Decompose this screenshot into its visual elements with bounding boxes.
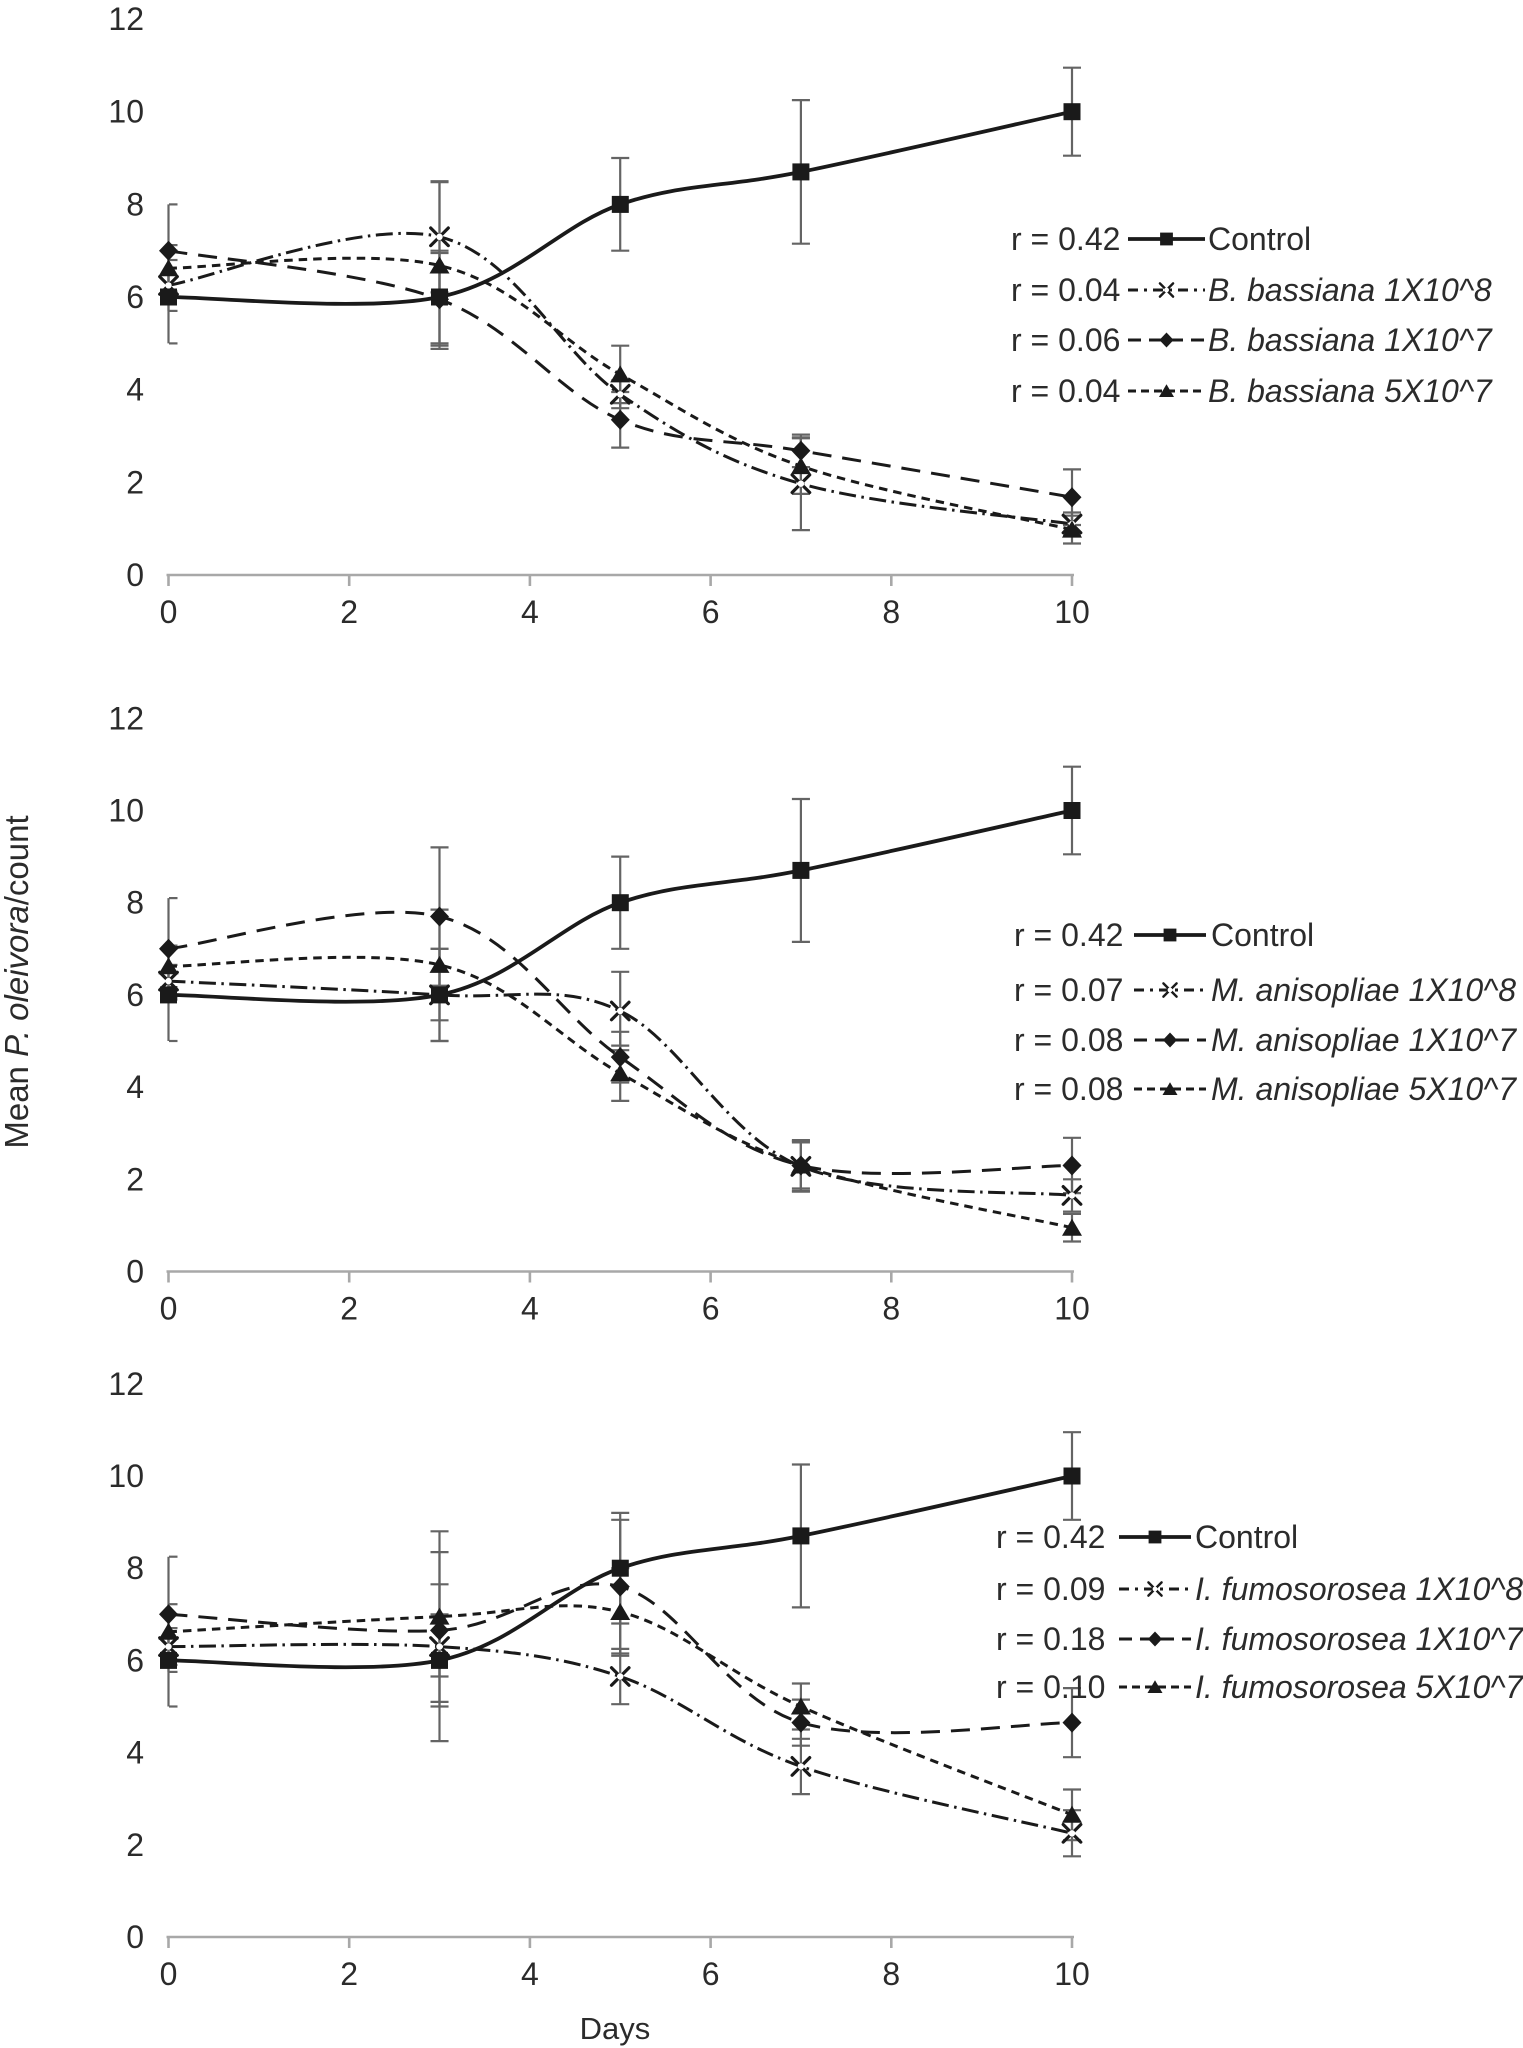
svg-text:8: 8 <box>882 594 900 630</box>
svg-text:12: 12 <box>108 700 144 736</box>
svg-text:2: 2 <box>126 1161 144 1197</box>
svg-text:2: 2 <box>126 464 144 500</box>
svg-text:10: 10 <box>1054 1956 1090 1992</box>
svg-text:r = 0.08: r = 0.08 <box>1014 1022 1123 1058</box>
svg-text:I. fumosorosea 1X10^8: I. fumosorosea 1X10^8 <box>1195 1571 1523 1607</box>
svg-text:10: 10 <box>1054 594 1090 630</box>
svg-text:2: 2 <box>340 594 358 630</box>
svg-text:r = 0.42: r = 0.42 <box>1011 221 1120 257</box>
svg-text:0: 0 <box>160 594 178 630</box>
svg-text:B. bassiana 5X10^7: B. bassiana 5X10^7 <box>1208 373 1493 409</box>
svg-text:Control: Control <box>1195 1519 1298 1555</box>
svg-text:4: 4 <box>126 372 144 408</box>
svg-text:10: 10 <box>108 94 144 130</box>
svg-text:B. bassiana 1X10^8: B. bassiana 1X10^8 <box>1208 272 1492 308</box>
svg-text:r = 0.42: r = 0.42 <box>1014 917 1123 953</box>
svg-text:r = 0.06: r = 0.06 <box>1011 322 1120 358</box>
svg-text:4: 4 <box>126 1735 144 1771</box>
svg-text:8: 8 <box>882 1291 900 1327</box>
svg-text:r = 0.42: r = 0.42 <box>996 1519 1105 1555</box>
svg-text:6: 6 <box>126 279 144 315</box>
svg-text:6: 6 <box>702 594 720 630</box>
svg-text:2: 2 <box>340 1956 358 1992</box>
svg-text:10: 10 <box>108 793 144 829</box>
svg-text:r = 0.04: r = 0.04 <box>1011 272 1120 308</box>
svg-text:12: 12 <box>108 1 144 37</box>
svg-text:6: 6 <box>702 1291 720 1327</box>
svg-text:M. anisopliae 1X10^7: M. anisopliae 1X10^7 <box>1211 1022 1517 1058</box>
svg-text:8: 8 <box>126 885 144 921</box>
svg-text:r = 0.18: r = 0.18 <box>996 1621 1105 1657</box>
svg-text:r = 0.10: r = 0.10 <box>996 1669 1105 1705</box>
svg-text:0: 0 <box>160 1291 178 1327</box>
svg-text:Control: Control <box>1211 917 1314 953</box>
svg-text:4: 4 <box>521 1291 539 1327</box>
svg-text:Mean P. oleivora/count: Mean P. oleivora/count <box>0 815 35 1148</box>
svg-text:0: 0 <box>126 557 144 593</box>
svg-text:6: 6 <box>702 1956 720 1992</box>
svg-text:Control: Control <box>1208 221 1311 257</box>
svg-text:Days: Days <box>580 2011 651 2046</box>
svg-text:r = 0.08: r = 0.08 <box>1014 1071 1123 1107</box>
svg-text:12: 12 <box>108 1366 144 1402</box>
svg-text:r = 0.09: r = 0.09 <box>996 1571 1105 1607</box>
svg-text:B. bassiana 1X10^7: B. bassiana 1X10^7 <box>1208 322 1493 358</box>
svg-text:4: 4 <box>521 594 539 630</box>
svg-text:6: 6 <box>126 977 144 1013</box>
svg-text:8: 8 <box>882 1956 900 1992</box>
svg-text:r = 0.07: r = 0.07 <box>1014 972 1123 1008</box>
svg-text:6: 6 <box>126 1642 144 1678</box>
svg-text:8: 8 <box>126 186 144 222</box>
svg-text:r = 0.04: r = 0.04 <box>1011 373 1120 409</box>
svg-text:0: 0 <box>126 1254 144 1290</box>
svg-text:2: 2 <box>126 1827 144 1863</box>
svg-text:0: 0 <box>126 1919 144 1955</box>
svg-text:10: 10 <box>108 1458 144 1494</box>
svg-text:8: 8 <box>126 1550 144 1586</box>
svg-text:M. anisopliae 1X10^8: M. anisopliae 1X10^8 <box>1211 972 1516 1008</box>
svg-text:I. fumosorosea 5X10^7: I. fumosorosea 5X10^7 <box>1195 1669 1523 1705</box>
svg-text:2: 2 <box>340 1291 358 1327</box>
svg-text:0: 0 <box>160 1956 178 1992</box>
svg-text:I. fumosorosea 1X10^7: I. fumosorosea 1X10^7 <box>1195 1621 1523 1657</box>
svg-text:10: 10 <box>1054 1291 1090 1327</box>
svg-text:4: 4 <box>521 1956 539 1992</box>
svg-text:M. anisopliae 5X10^7: M. anisopliae 5X10^7 <box>1211 1071 1517 1107</box>
svg-text:4: 4 <box>126 1069 144 1105</box>
